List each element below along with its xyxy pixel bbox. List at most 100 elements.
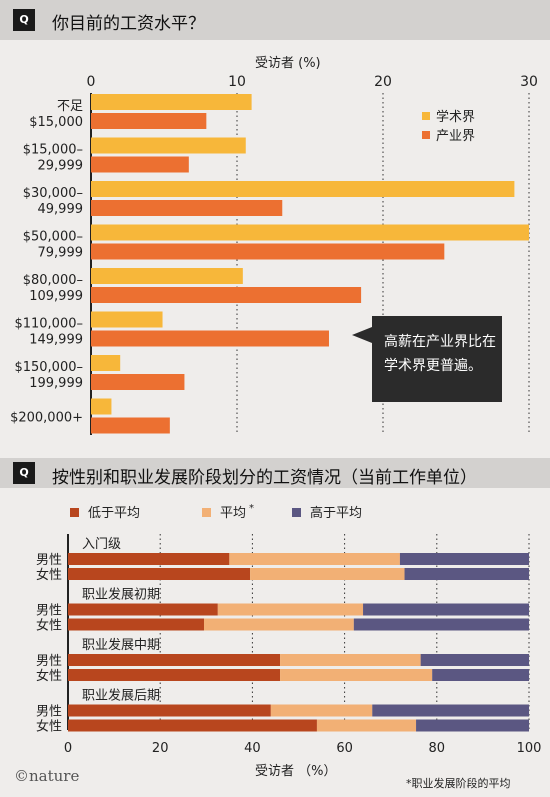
- chart1-bar-academia: [91, 311, 163, 328]
- chart1-legend-swatch: [422, 112, 430, 120]
- chart1-bar-industry: [91, 113, 207, 129]
- chart2-bar-segment-average: [229, 553, 400, 565]
- chart2-gender-label: 女性: [36, 618, 62, 634]
- chart1-category-label: 不足: [57, 99, 83, 114]
- chart2-bar-segment-below-average: [68, 553, 230, 565]
- chart1-bar-academia: [91, 224, 529, 241]
- chart1-bar-academia: [91, 181, 515, 197]
- chart1-bar-industry: [91, 330, 329, 347]
- chart2-stage-label: 职业发展初期: [82, 587, 160, 603]
- chart2-bar-segment-below-average: [68, 654, 281, 666]
- chart1-bar-industry: [91, 156, 189, 173]
- chart1-bar-academia: [91, 137, 246, 154]
- chart2-gender-label: 男性: [36, 553, 62, 568]
- chart2-x-tick-label: 40: [244, 741, 261, 756]
- chart2-stage-label: 职业发展中期: [82, 637, 160, 653]
- chart1-bar-academia: [91, 94, 252, 110]
- chart2-x-tick-label: 20: [152, 741, 169, 756]
- chart2-legend-footnote-mark: *: [249, 503, 254, 514]
- chart2-bar-segment-above-average: [372, 704, 529, 717]
- chart2-bar-segment-above-average: [363, 603, 529, 616]
- chart1-bar-industry: [91, 200, 283, 216]
- chart2-bar-segment-below-average: [68, 568, 251, 580]
- chart1-category-label: 199,999: [29, 376, 83, 391]
- chart1-callout-box: [372, 316, 502, 402]
- chart1-bar-industry: [91, 417, 170, 434]
- chart2-legend-label: 高于平均: [310, 505, 362, 521]
- chart2-bar-segment-average: [280, 654, 421, 666]
- chart2-gender-label: 女性: [36, 567, 62, 583]
- chart1-bar-academia: [91, 355, 121, 371]
- chart2-bar-segment-below-average: [68, 704, 271, 717]
- chart1-bar-industry: [91, 243, 445, 260]
- chart2-bar-segment-average: [250, 568, 405, 580]
- chart1-bar-academia: [91, 268, 243, 284]
- chart1-category-label: $50,000–: [23, 230, 83, 245]
- chart1-bar-industry: [91, 287, 362, 303]
- chart2-bar-segment-below-average: [68, 669, 281, 681]
- chart1-callout-pointer: [352, 327, 372, 343]
- question-badge: Q: [13, 9, 35, 31]
- chart1-x-tick-label: 20: [374, 74, 392, 90]
- chart1-category-label: $15,000: [29, 115, 83, 130]
- chart2-gender-label: 男性: [36, 654, 62, 669]
- chart2-stage-label: 入门级: [82, 537, 121, 552]
- chart2-gender-label: 女性: [36, 719, 62, 735]
- chart2-legend-swatch: [292, 508, 301, 517]
- section-header-salary-by-gender-stage: Q 按性别和职业发展阶段划分的工资情况（当前工作单位）: [0, 458, 550, 488]
- chart1-callout-text: 高薪在产业界比在: [384, 333, 496, 350]
- chart2-footnote: *职业发展阶段的平均: [406, 777, 511, 790]
- chart1-legend-label: 学术界: [436, 109, 475, 125]
- chart1-category-label: 149,999: [29, 333, 83, 348]
- chart1-category-label: $15,000–: [23, 143, 83, 158]
- chart1-category-label: $200,000+: [10, 411, 83, 426]
- chart2-bar-segment-average: [316, 719, 417, 732]
- chart2-legend-label: 低于平均: [88, 506, 140, 521]
- chart1-x-tick-label: 30: [520, 74, 538, 90]
- chart2-bar-segment-above-average: [399, 553, 529, 565]
- chart2-x-tick-label: 80: [429, 741, 446, 756]
- chart1-category-label: 29,999: [38, 159, 84, 174]
- chart2-gender-label: 男性: [36, 604, 62, 619]
- nature-logo: ©nature: [14, 767, 80, 785]
- chart1-category-label: $80,000–: [23, 273, 83, 288]
- chart2-x-tick-label: 0: [64, 741, 72, 756]
- chart2-gender-label: 男性: [36, 705, 62, 720]
- chart1-callout-text: 学术界更普遍。: [384, 358, 482, 374]
- chart2-bar-segment-above-average: [420, 654, 529, 666]
- section-header-salary-level: Q 你目前的工资水平？: [0, 0, 550, 40]
- chart2-bar-segment-below-average: [68, 603, 218, 616]
- chart2-bar-segment-average: [217, 603, 364, 616]
- chart2-x-axis-title: 受访者 （%）: [255, 764, 337, 779]
- chart1-category-label: 79,999: [38, 246, 84, 261]
- chart2-bar-segment-above-average: [404, 568, 529, 580]
- chart2-legend-swatch: [70, 508, 79, 517]
- chart1-category-label: 109,999: [29, 289, 83, 304]
- chart2-bar-segment-average: [280, 669, 433, 681]
- chart1-x-tick-label: 10: [228, 74, 246, 90]
- chart1-category-label: $150,000–: [14, 360, 83, 375]
- chart1-legend-label: 产业界: [436, 129, 475, 144]
- chart2-x-tick-label: 100: [517, 741, 542, 756]
- chart1-bar-industry: [91, 374, 185, 390]
- chart2-bar-segment-below-average: [68, 719, 317, 732]
- chart1-category-label: $30,000–: [23, 186, 83, 201]
- chart2-bar-segment-above-average: [416, 719, 529, 732]
- chart2-legend-swatch: [202, 508, 211, 517]
- chart1-category-label: $110,000–: [14, 317, 83, 332]
- chart2-legend-label: 平均: [220, 506, 246, 521]
- chart2-x-tick-label: 60: [336, 741, 353, 756]
- chart2-bar-segment-above-average: [432, 669, 529, 681]
- chart1-legend-swatch: [422, 131, 430, 139]
- chart1-title: 你目前的工资水平？: [52, 14, 205, 34]
- chart1-x-tick-label: 0: [87, 74, 96, 90]
- chart2-bar-segment-below-average: [68, 618, 204, 631]
- chart2-title: 按性别和职业发展阶段划分的工资情况（当前工作单位）: [52, 468, 477, 488]
- question-badge: Q: [13, 462, 35, 484]
- chart2-gender-label: 女性: [36, 668, 62, 684]
- chart2-bar-segment-above-average: [353, 618, 529, 631]
- salary-level-chart: 0 10 20 30 不足$15,000 $15,000–29,999 $30,000–49…: [10, 74, 538, 435]
- chart2-stage-label: 职业发展后期: [82, 688, 160, 704]
- chart1-category-label: 49,999: [38, 202, 84, 217]
